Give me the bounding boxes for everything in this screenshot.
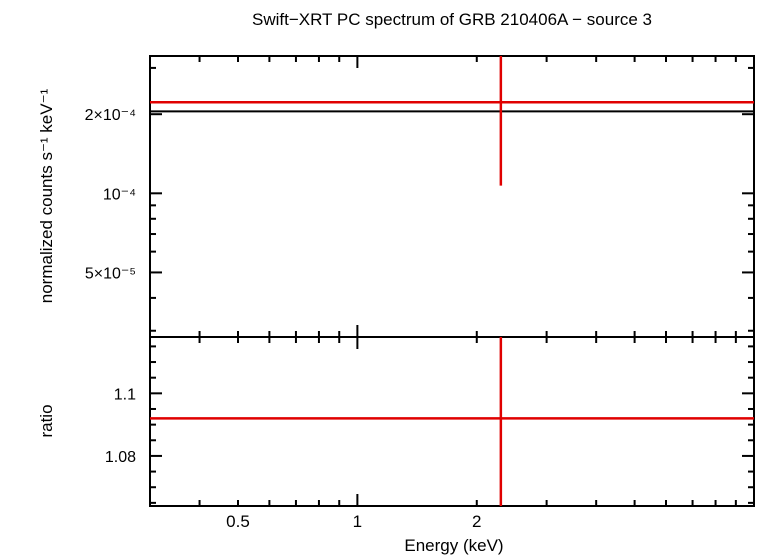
ratio-y-tick-label: 1.1 (114, 386, 136, 403)
ratio-x-ticks (149, 337, 755, 506)
ratio-y-tick-label: 1.08 (105, 449, 136, 466)
spectrum-data-point (150, 56, 754, 186)
spectrum-y-tick-labels: 5×10⁻⁵ 10⁻⁴ 2×10⁻⁴ (85, 107, 136, 282)
chart-title: Swift−XRT PC spectrum of GRB 210406A − s… (252, 10, 652, 29)
spectrum-data-points (150, 56, 754, 186)
ratio-data-point (150, 337, 754, 506)
x-tick-labels: 0.5 1 2 (226, 512, 481, 531)
spectrum-y-axis-label: normalized counts s⁻¹ keV⁻¹ (37, 88, 56, 303)
spectrum-y-tick-label: 5×10⁻⁵ (85, 265, 136, 282)
spectrum-y-tick-label: 10⁻⁴ (103, 186, 136, 203)
spectrum-panel: 5×10⁻⁵ 10⁻⁴ 2×10⁻⁴ normalized counts s⁻¹ k… (37, 55, 755, 338)
spectrum-panel-frame (149, 55, 755, 338)
x-tick-label: 0.5 (226, 512, 250, 531)
spectrum-y-ticks (150, 66, 754, 332)
ratio-panel-frame (149, 336, 755, 507)
x-axis-label: Energy (keV) (404, 536, 503, 555)
x-tick-label: 2 (472, 512, 481, 531)
spectrum-x-ticks (149, 56, 755, 337)
ratio-panel: 1.08 1.1 0.5 1 2 ratio (37, 336, 755, 531)
x-tick-label: 1 (353, 512, 362, 531)
spectrum-y-tick-label: 2×10⁻⁴ (85, 107, 136, 124)
ratio-y-ticks (150, 345, 754, 504)
ratio-y-axis-label: ratio (37, 404, 56, 437)
ratio-data-points (150, 337, 754, 506)
ratio-y-tick-labels: 1.08 1.1 (105, 386, 136, 466)
